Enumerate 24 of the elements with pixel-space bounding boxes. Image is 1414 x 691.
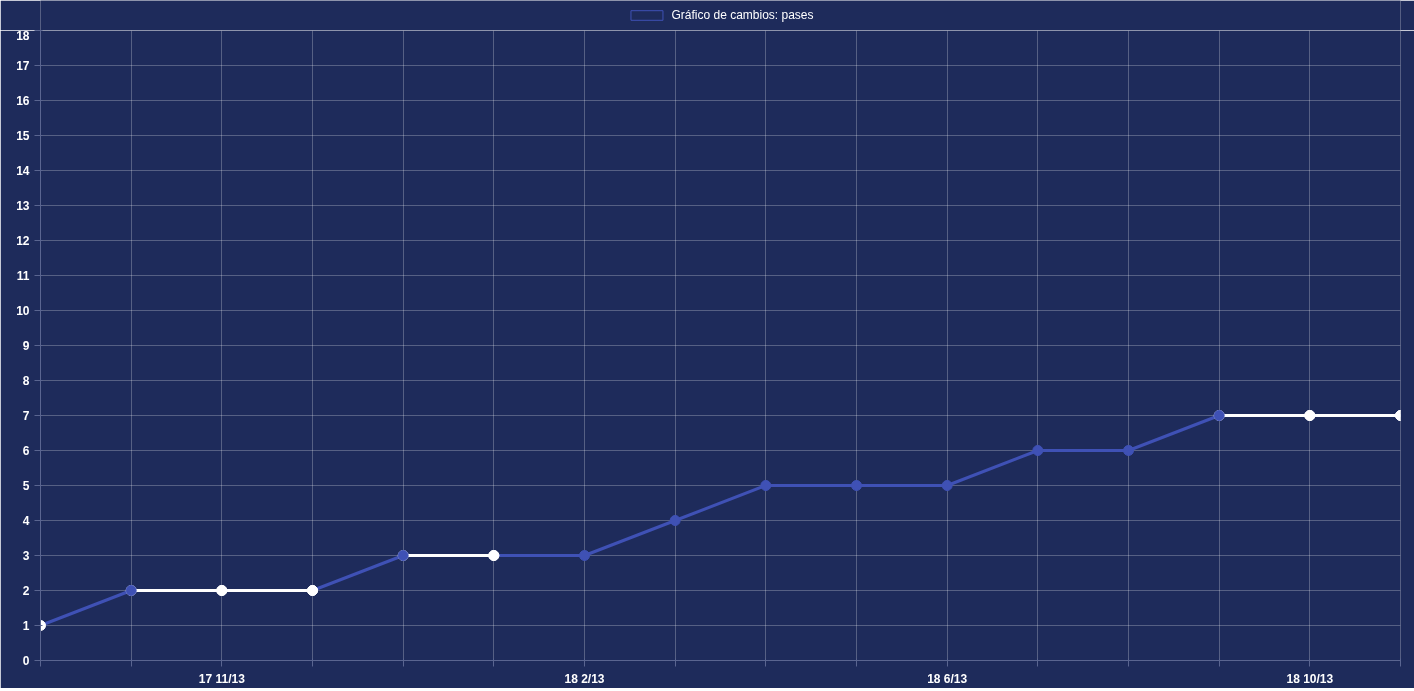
- y-tick-label: 16: [16, 94, 30, 108]
- x-tick-label: 18 6/13: [927, 671, 968, 686]
- y-tick-label: 11: [16, 269, 30, 283]
- y-tick-label: 15: [16, 129, 30, 143]
- y-tick-label: 4: [22, 514, 30, 528]
- y-tick-label: 12: [16, 234, 30, 248]
- y-tick-label: 14: [16, 164, 30, 178]
- y-tick-label: 9: [22, 339, 30, 353]
- y-tick-label: 0: [22, 654, 30, 668]
- y-tick-label: 17: [16, 59, 30, 73]
- y-tick-label: 5: [22, 479, 30, 493]
- y-tick-label: 3: [22, 549, 30, 563]
- y-tick-label: 2: [22, 584, 30, 598]
- y-tick-label: 10: [16, 304, 30, 318]
- y-tick-label: 13: [16, 199, 30, 213]
- x-tick-label: 18 10/13: [1286, 671, 1334, 686]
- y-tick-label: 7: [22, 409, 30, 423]
- y-tick-label: 8: [22, 374, 30, 388]
- y-tick-label: 6: [22, 444, 30, 458]
- y-tick-label: 18: [16, 28, 30, 43]
- legend-label: Gráfico de cambios: pases: [671, 8, 814, 22]
- y-tick-label: 1: [22, 619, 30, 633]
- x-tick-label: 18 2/13: [564, 671, 605, 686]
- x-tick-label: 17 11/13: [198, 671, 246, 686]
